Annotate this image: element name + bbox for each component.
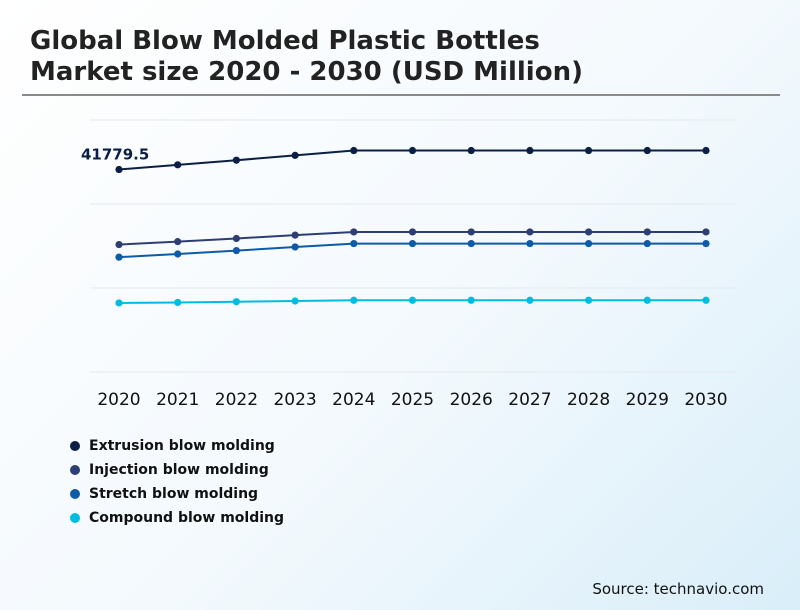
data-point bbox=[585, 296, 593, 304]
legend-marker-injection bbox=[70, 465, 80, 475]
data-point bbox=[350, 228, 358, 236]
x-axis-tick-labels: 2020 2021 2022 2023 2024 2025 2026 2027 2028 2029… bbox=[97, 390, 727, 410]
data-point bbox=[350, 146, 358, 155]
data-point bbox=[408, 296, 417, 304]
data-point bbox=[702, 228, 710, 236]
x-tick-label: 2027 bbox=[508, 390, 551, 410]
data-point bbox=[115, 165, 123, 174]
data-point bbox=[585, 239, 593, 248]
x-tick-label: 2022 bbox=[215, 390, 258, 410]
data-point bbox=[232, 234, 240, 243]
x-tick-label: 2029 bbox=[626, 390, 669, 410]
legend: Extrusion blow molding Injection blow mo… bbox=[70, 434, 284, 530]
x-tick-label: 2023 bbox=[273, 390, 316, 410]
legend-marker-stretch bbox=[70, 489, 80, 499]
data-point bbox=[232, 298, 240, 306]
data-point bbox=[174, 250, 182, 258]
data-point bbox=[291, 231, 299, 239]
legend-item-stretch[interactable]: Stretch blow molding bbox=[70, 482, 284, 506]
data-point bbox=[174, 298, 182, 307]
data-point bbox=[467, 146, 475, 155]
data-point bbox=[643, 296, 651, 304]
data-point bbox=[350, 296, 358, 304]
data-point bbox=[115, 299, 123, 307]
data-labels: 41779.5 bbox=[81, 146, 149, 164]
legend-item-compound[interactable]: Compound blow molding bbox=[70, 506, 284, 530]
data-point bbox=[643, 146, 651, 155]
data-point bbox=[585, 228, 593, 236]
data-point bbox=[467, 228, 475, 236]
data-points bbox=[115, 146, 710, 307]
data-point bbox=[643, 239, 651, 248]
chart-title: Global Blow Molded Plastic Bottles Marke… bbox=[30, 26, 583, 88]
x-tick-label: 2026 bbox=[450, 390, 493, 410]
data-point bbox=[291, 243, 299, 251]
data-point bbox=[291, 297, 299, 305]
data-point bbox=[115, 253, 123, 261]
x-tick-label: 2021 bbox=[156, 390, 199, 410]
chart-title-line-1: Global Blow Molded Plastic Bottles bbox=[30, 26, 540, 56]
x-tick-label: 2020 bbox=[97, 390, 140, 410]
legend-item-injection[interactable]: Injection blow molding bbox=[70, 458, 284, 482]
source-credit: Source: technavio.com bbox=[592, 580, 764, 598]
x-tick-label: 2025 bbox=[391, 390, 434, 410]
data-point bbox=[643, 228, 651, 236]
gridlines bbox=[90, 119, 736, 373]
data-point bbox=[350, 239, 358, 248]
title-divider bbox=[22, 94, 780, 96]
data-point bbox=[585, 146, 593, 155]
data-point bbox=[408, 239, 417, 248]
x-tick-label: 2030 bbox=[684, 390, 727, 410]
legend-label-injection: Injection blow molding bbox=[89, 462, 269, 478]
data-point bbox=[408, 146, 417, 155]
legend-item-extrusion[interactable]: Extrusion blow molding bbox=[70, 434, 284, 458]
data-point bbox=[467, 296, 475, 304]
data-point bbox=[408, 228, 417, 236]
data-point bbox=[291, 151, 299, 159]
data-point bbox=[232, 247, 240, 255]
data-point bbox=[702, 239, 710, 248]
x-tick-label: 2024 bbox=[332, 390, 375, 410]
legend-marker-compound bbox=[70, 513, 80, 523]
legend-label-compound: Compound blow molding bbox=[89, 510, 285, 526]
data-label: 41779.5 bbox=[81, 146, 149, 164]
data-point bbox=[174, 161, 182, 169]
data-point bbox=[526, 239, 534, 248]
data-point bbox=[232, 156, 240, 164]
data-point bbox=[174, 238, 182, 246]
legend-label-stretch: Stretch blow molding bbox=[89, 486, 259, 502]
data-point bbox=[702, 146, 710, 155]
data-point bbox=[526, 228, 534, 236]
data-point bbox=[115, 240, 123, 249]
x-tick-label: 2028 bbox=[567, 390, 610, 410]
data-point bbox=[702, 296, 710, 304]
chart-title-line-2: Market size 2020 - 2030 (USD Million) bbox=[30, 57, 583, 87]
legend-marker-extrusion bbox=[70, 441, 80, 451]
data-point bbox=[467, 239, 475, 248]
data-point bbox=[526, 146, 534, 155]
series-lines bbox=[118, 149, 706, 304]
data-point bbox=[526, 296, 534, 304]
legend-label-extrusion: Extrusion blow molding bbox=[89, 438, 275, 454]
